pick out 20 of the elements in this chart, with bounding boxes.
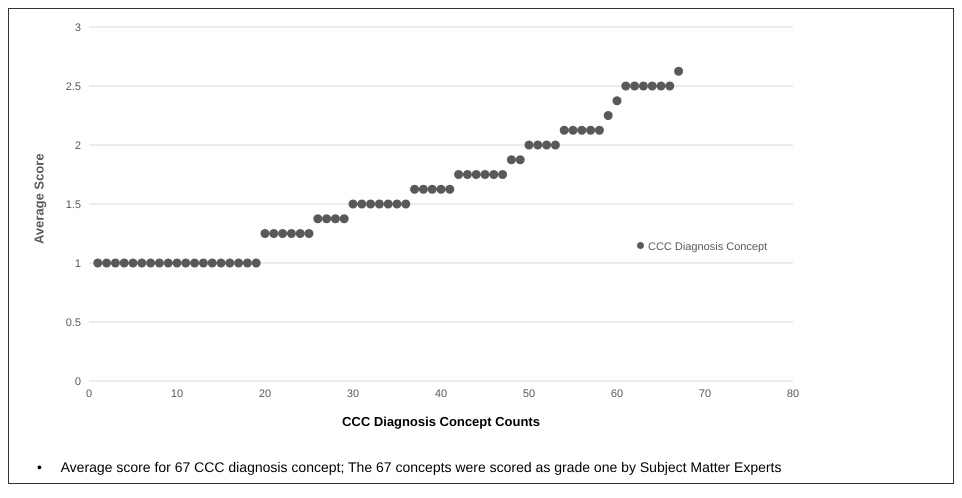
- y-axis-title: Average Score: [32, 153, 47, 244]
- x-tick-label: 80: [786, 388, 800, 400]
- y-tick-label: 0.5: [66, 316, 81, 329]
- text: • Average score for 67 CCC diagnosis concept; The 67 concepts were scored as grade one by Subject Matter Experts: [37, 459, 782, 475]
- x-tick-label: 60: [610, 388, 624, 400]
- legend-label: CCC Diagnosis Concept: [648, 241, 768, 253]
- x-tick-label: 20: [258, 388, 272, 400]
- y-tick-label: 1: [74, 258, 81, 270]
- y-tick-label: 3: [74, 22, 81, 34]
- x-axis-title: CCC Diagnosis Concept Counts: [342, 414, 540, 429]
- x-tick-label: 40: [434, 388, 448, 400]
- x-tick-label: 30: [346, 388, 360, 400]
- x-tick-label: 0: [86, 388, 92, 400]
- y-tick-label: 0: [74, 376, 81, 388]
- y-tick-label: 2: [74, 140, 81, 152]
- y-tick-label: 1.5: [66, 198, 81, 211]
- y-tick-label: 2.5: [66, 80, 81, 93]
- x-tick-label: 10: [170, 388, 184, 400]
- x-tick-label: 50: [522, 388, 536, 400]
- x-tick-label: 70: [698, 388, 712, 400]
